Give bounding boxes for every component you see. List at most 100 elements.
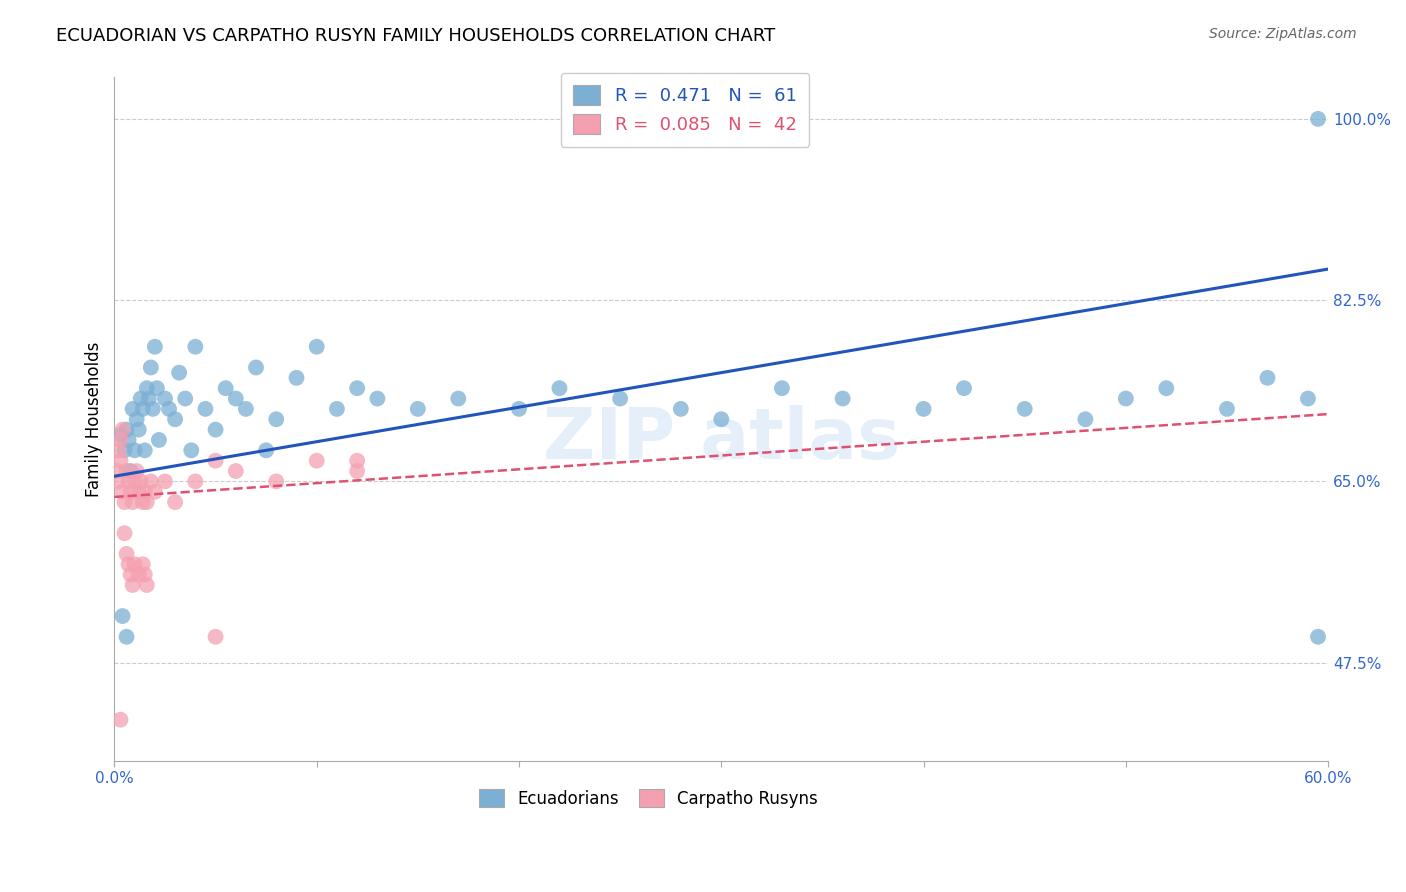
Point [1256,371,1278,385]
Point [121,578,143,592]
Point [132,558,155,572]
Point [1074,412,1097,426]
Point [180,443,202,458]
Point [134,567,156,582]
Point [146,381,169,395]
Point [129,475,152,489]
Text: Source: ZipAtlas.com: Source: ZipAtlas.com [1209,27,1357,41]
Point [1115,392,1137,406]
Point [165,495,187,509]
Point [110,713,132,727]
Point [225,392,247,406]
Point [138,392,160,406]
Point [235,401,257,416]
Point [831,392,853,406]
Point [132,401,155,416]
Point [346,381,368,395]
Point [254,443,277,458]
Point [107,475,129,489]
Point [225,464,247,478]
Point [110,453,132,467]
Point [215,381,238,395]
Point [120,464,142,478]
Text: ZIP atlas: ZIP atlas [543,405,900,475]
Point [128,484,150,499]
Point [107,443,129,458]
Point [204,423,226,437]
Point [128,567,150,582]
Point [157,401,180,416]
Y-axis label: Family Households: Family Households [86,342,103,497]
Point [143,484,166,499]
Point [105,464,128,478]
Point [326,401,349,416]
Point [124,558,146,572]
Point [912,401,935,416]
Point [143,340,166,354]
Point [508,401,530,416]
Point [121,401,143,416]
Point [117,475,139,489]
Point [142,401,165,416]
Point [184,475,207,489]
Legend: Ecuadorians, Carpatho Rusyns: Ecuadorians, Carpatho Rusyns [472,782,825,814]
Point [114,495,136,509]
Point [124,475,146,489]
Point [264,412,287,426]
Point [115,423,138,437]
Point [132,495,155,509]
Point [148,433,170,447]
Point [167,366,190,380]
Point [710,412,733,426]
Point [1014,401,1036,416]
Point [121,495,143,509]
Point [124,443,146,458]
Point [115,547,138,561]
Point [117,433,139,447]
Point [447,392,470,406]
Point [204,630,226,644]
Point [139,475,162,489]
Point [669,401,692,416]
Point [953,381,976,395]
Point [139,360,162,375]
Point [285,371,308,385]
Point [204,453,226,467]
Point [114,443,136,458]
Point [110,433,132,447]
Point [125,464,148,478]
Point [609,392,631,406]
Point [153,475,176,489]
Point [406,401,429,416]
Point [245,360,267,375]
Point [1156,381,1178,395]
Point [770,381,793,395]
Point [111,484,134,499]
Point [346,464,368,478]
Point [135,381,157,395]
Point [548,381,571,395]
Point [115,630,138,644]
Point [165,412,187,426]
Point [1306,112,1329,126]
Point [305,453,328,467]
Point [135,578,157,592]
Point [114,526,136,541]
Point [120,484,142,499]
Point [134,484,156,499]
Text: ECUADORIAN VS CARPATHO RUSYN FAMILY HOUSEHOLDS CORRELATION CHART: ECUADORIAN VS CARPATHO RUSYN FAMILY HOUS… [56,27,776,45]
Point [184,340,207,354]
Point [125,412,148,426]
Point [346,453,368,467]
Point [117,558,139,572]
Point [111,423,134,437]
Point [134,443,156,458]
Point [1216,401,1239,416]
Point [129,392,152,406]
Point [110,427,132,442]
Point [366,392,388,406]
Point [1306,630,1329,644]
Point [174,392,197,406]
Point [111,609,134,624]
Point [135,495,157,509]
